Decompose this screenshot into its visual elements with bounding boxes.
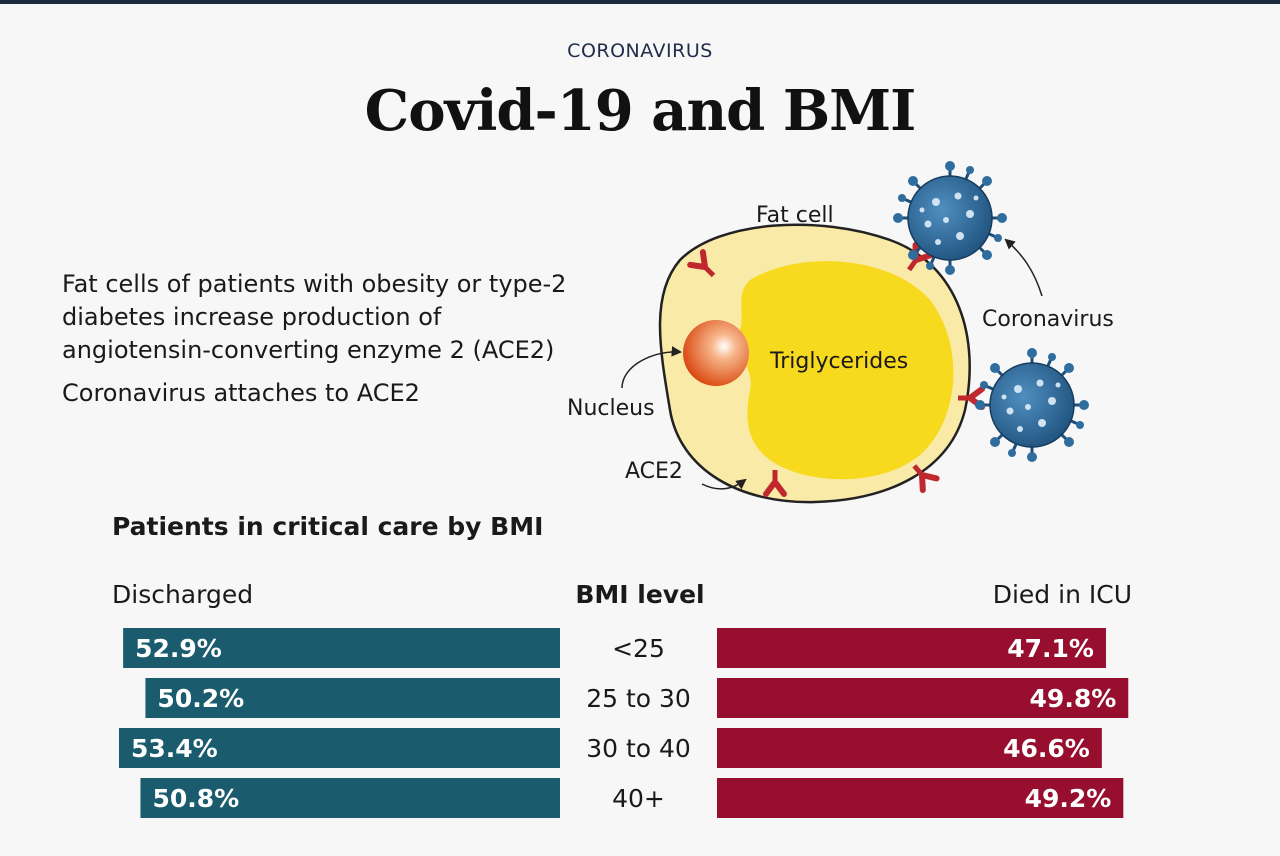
triglycerides-label: Triglycerides xyxy=(769,349,908,374)
intro-text: Fat cells of patients with obesity or ty… xyxy=(62,268,582,410)
intro-line-attach: Coronavirus attaches to ACE2 xyxy=(62,379,420,407)
ace2-receptor xyxy=(763,470,787,497)
coronavirus-particle xyxy=(975,348,1089,462)
bar-died xyxy=(717,628,1106,668)
top-rule xyxy=(0,0,1280,4)
bar-label-discharged: 50.2% xyxy=(157,684,244,713)
bar-label-died: 49.2% xyxy=(1025,784,1112,813)
legend-died: Died in ICU xyxy=(992,580,1132,609)
nucleus-label: Nucleus xyxy=(567,396,655,421)
nucleus xyxy=(683,320,749,386)
bar-discharged xyxy=(145,678,560,718)
bar-discharged xyxy=(119,728,560,768)
coronavirus-particle xyxy=(893,161,1007,275)
bar-label-discharged: 50.8% xyxy=(152,784,239,813)
chart-title: Patients in critical care by BMI xyxy=(112,512,544,541)
bar-label-died: 49.8% xyxy=(1030,684,1117,713)
bar-discharged xyxy=(123,628,560,668)
intro-line-ace2: Fat cells of patients with obesity or ty… xyxy=(62,270,567,364)
category-label: 30 to 40 xyxy=(586,734,691,763)
ace2-receptor xyxy=(687,249,716,278)
bar-died xyxy=(717,778,1124,818)
bar-died xyxy=(717,728,1102,768)
fat-cell-label: Fat cell xyxy=(756,203,834,228)
legend-discharged: Discharged xyxy=(112,580,254,609)
ace2-receptor xyxy=(912,464,940,493)
category-axis-label: BMI level xyxy=(575,580,705,609)
bar-label-died: 47.1% xyxy=(1007,634,1094,663)
bar-died xyxy=(717,678,1129,718)
page-title: Covid-19 and BMI xyxy=(364,78,917,144)
fat-cell-illustration: Fat cell Triglycerides Nucleus Coronavir… xyxy=(567,161,1114,504)
bar-discharged xyxy=(140,778,560,818)
ace2-arrow xyxy=(701,478,747,490)
coronavirus-arrow xyxy=(1004,238,1043,297)
section-kicker: CORONAVIRUS xyxy=(567,40,713,62)
category-label: 25 to 30 xyxy=(586,684,691,713)
nucleus-arrow xyxy=(621,346,683,389)
coronavirus-label: Coronavirus xyxy=(982,307,1114,332)
category-label: 40+ xyxy=(612,784,665,813)
bar-label-discharged: 52.9% xyxy=(135,634,222,663)
bmi-bar-chart: 52.9% <25 47.1% 50.2% 25 to 30 49.8% 53.4% 30 t… xyxy=(119,628,1129,818)
triglycerides-droplet xyxy=(738,261,954,480)
bar-label-discharged: 53.4% xyxy=(131,734,218,763)
ace2-label: ACE2 xyxy=(625,459,683,484)
category-label: <25 xyxy=(612,634,665,663)
bar-label-died: 46.6% xyxy=(1003,734,1090,763)
